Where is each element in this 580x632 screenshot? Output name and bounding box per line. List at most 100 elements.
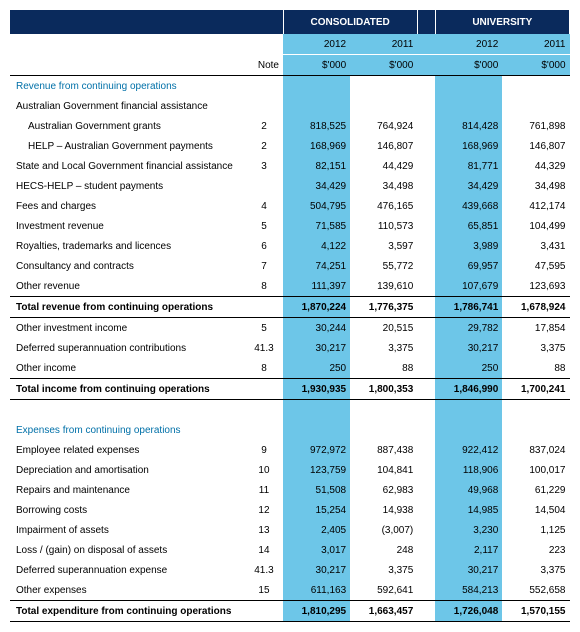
value-cell: 552,658 xyxy=(502,580,569,601)
value-cell xyxy=(283,420,350,440)
value-cell: 100,017 xyxy=(502,460,569,480)
row-label: Australian Government financial assistan… xyxy=(10,96,245,116)
value-cell: 30,217 xyxy=(283,560,350,580)
value-cell: 818,525 xyxy=(283,116,350,136)
value-cell xyxy=(502,420,569,440)
value-cell: 922,412 xyxy=(435,440,502,460)
row-label: Other revenue xyxy=(10,276,245,297)
unit-header: $'000 xyxy=(502,55,569,76)
value-cell: 3,375 xyxy=(350,560,417,580)
value-cell: 30,217 xyxy=(435,338,502,358)
value-cell: 146,807 xyxy=(350,136,417,156)
value-cell: 1,663,457 xyxy=(350,601,417,622)
row-label: Other income xyxy=(10,358,245,379)
value-cell: 30,217 xyxy=(283,338,350,358)
value-cell: 1,846,990 xyxy=(435,379,502,400)
value-cell: 104,841 xyxy=(350,460,417,480)
row-label: State and Local Government financial ass… xyxy=(10,156,245,176)
value-cell: 111,397 xyxy=(283,276,350,297)
gap-cell xyxy=(417,580,435,601)
total-label: Total income from continuing operations xyxy=(10,379,245,400)
value-cell: 88 xyxy=(502,358,569,379)
value-cell: 51,508 xyxy=(283,480,350,500)
gap-cell xyxy=(417,440,435,460)
note-cell: 12 xyxy=(245,500,283,520)
value-cell: 1,800,353 xyxy=(350,379,417,400)
value-cell xyxy=(435,96,502,116)
gap-cell xyxy=(417,601,435,622)
gap-cell xyxy=(417,256,435,276)
note-cell: 8 xyxy=(245,358,283,379)
value-cell: 49,968 xyxy=(435,480,502,500)
note-cell: 10 xyxy=(245,460,283,480)
value-cell: 1,786,741 xyxy=(435,297,502,318)
value-cell: 61,229 xyxy=(502,480,569,500)
gap-cell xyxy=(417,176,435,196)
gap-cell xyxy=(417,358,435,379)
value-cell xyxy=(435,76,502,97)
value-cell: 34,429 xyxy=(283,176,350,196)
value-cell: 611,163 xyxy=(283,580,350,601)
gap-cell xyxy=(417,400,435,421)
value-cell: 81,771 xyxy=(435,156,502,176)
value-cell xyxy=(350,76,417,97)
year-header: 2012 xyxy=(435,34,502,55)
value-cell xyxy=(502,76,569,97)
financial-statement-table: CONSOLIDATEDUNIVERSITY2012201120122011No… xyxy=(10,10,570,622)
value-cell: 250 xyxy=(283,358,350,379)
value-cell: 82,151 xyxy=(283,156,350,176)
value-cell: 14,985 xyxy=(435,500,502,520)
value-cell: 1,570,155 xyxy=(502,601,569,622)
unit-header: $'000 xyxy=(435,55,502,76)
value-cell: 20,515 xyxy=(350,318,417,339)
value-cell: 248 xyxy=(350,540,417,560)
year-header: 2011 xyxy=(350,34,417,55)
value-cell: 74,251 xyxy=(283,256,350,276)
gap-cell xyxy=(417,297,435,318)
value-cell: 118,906 xyxy=(435,460,502,480)
value-cell xyxy=(283,400,350,421)
value-cell: 69,957 xyxy=(435,256,502,276)
value-cell: 44,429 xyxy=(350,156,417,176)
value-cell xyxy=(283,96,350,116)
value-cell: 412,174 xyxy=(502,196,569,216)
value-cell: 14,504 xyxy=(502,500,569,520)
value-cell: 223 xyxy=(502,540,569,560)
value-cell: 1,810,295 xyxy=(283,601,350,622)
gap-cell xyxy=(417,276,435,297)
note-cell: 8 xyxy=(245,276,283,297)
row-label: Borrowing costs xyxy=(10,500,245,520)
row-label: Fees and charges xyxy=(10,196,245,216)
value-cell: 30,244 xyxy=(283,318,350,339)
value-cell: 104,499 xyxy=(502,216,569,236)
note-cell: 11 xyxy=(245,480,283,500)
value-cell: 44,329 xyxy=(502,156,569,176)
gap-cell xyxy=(417,540,435,560)
gap-cell xyxy=(417,560,435,580)
value-cell: 1,125 xyxy=(502,520,569,540)
value-cell: 139,610 xyxy=(350,276,417,297)
gap-cell xyxy=(417,96,435,116)
value-cell: 1,930,935 xyxy=(283,379,350,400)
value-cell: 592,641 xyxy=(350,580,417,601)
group-header: CONSOLIDATED xyxy=(283,10,417,34)
value-cell xyxy=(350,400,417,421)
value-cell: 3,989 xyxy=(435,236,502,256)
unit-header: $'000 xyxy=(350,55,417,76)
year-header: 2012 xyxy=(283,34,350,55)
value-cell: 55,772 xyxy=(350,256,417,276)
gap-cell xyxy=(417,338,435,358)
gap-cell xyxy=(417,136,435,156)
value-cell: 972,972 xyxy=(283,440,350,460)
note-cell xyxy=(245,176,283,196)
value-cell: 168,969 xyxy=(283,136,350,156)
value-cell: (3,007) xyxy=(350,520,417,540)
gap-cell xyxy=(417,500,435,520)
note-cell xyxy=(245,96,283,116)
section-title: Revenue from continuing operations xyxy=(10,76,283,97)
value-cell: 107,679 xyxy=(435,276,502,297)
value-cell: 814,428 xyxy=(435,116,502,136)
note-cell: 15 xyxy=(245,580,283,601)
row-label: Investment revenue xyxy=(10,216,245,236)
value-cell: 2,117 xyxy=(435,540,502,560)
